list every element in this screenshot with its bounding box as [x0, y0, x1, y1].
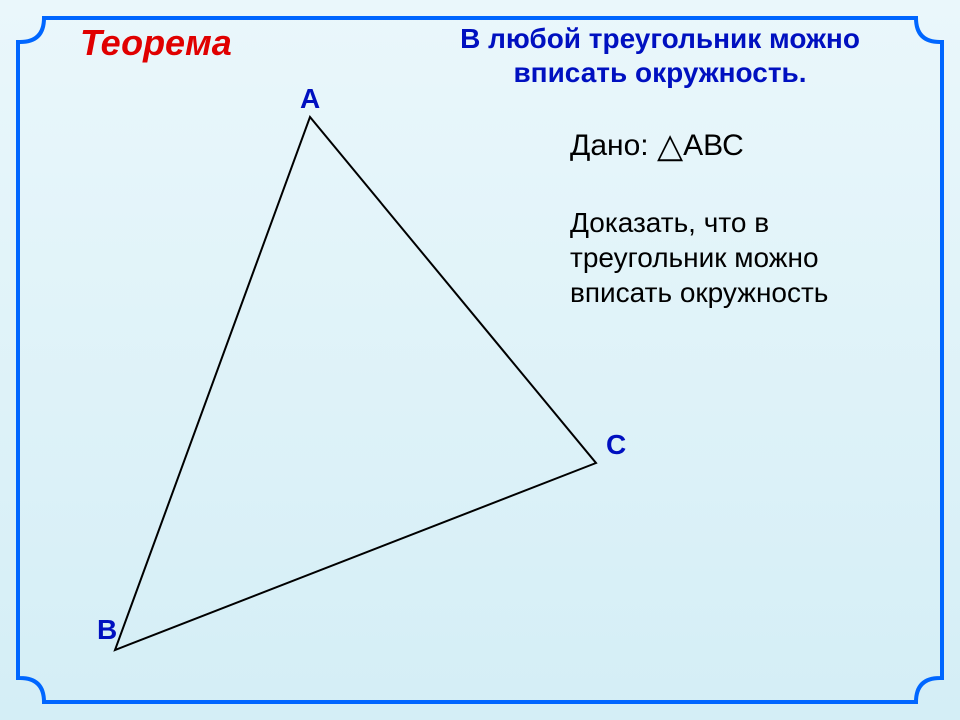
background	[0, 0, 960, 720]
given-line: Дано: △АВС	[570, 126, 744, 166]
triangle-symbol-icon: △	[657, 127, 683, 165]
theorem-label: Теорема	[80, 22, 232, 64]
vertex-label-c: С	[606, 429, 626, 461]
vertex-label-b: В	[97, 614, 117, 646]
prove-text: Доказать, что в треугольник можно вписат…	[570, 205, 910, 310]
vertex-label-a: А	[300, 83, 320, 115]
given-prefix: Дано:	[570, 129, 657, 162]
theorem-statement: В любой треугольник можно вписать окружн…	[400, 22, 920, 89]
given-value: АВС	[683, 129, 744, 162]
